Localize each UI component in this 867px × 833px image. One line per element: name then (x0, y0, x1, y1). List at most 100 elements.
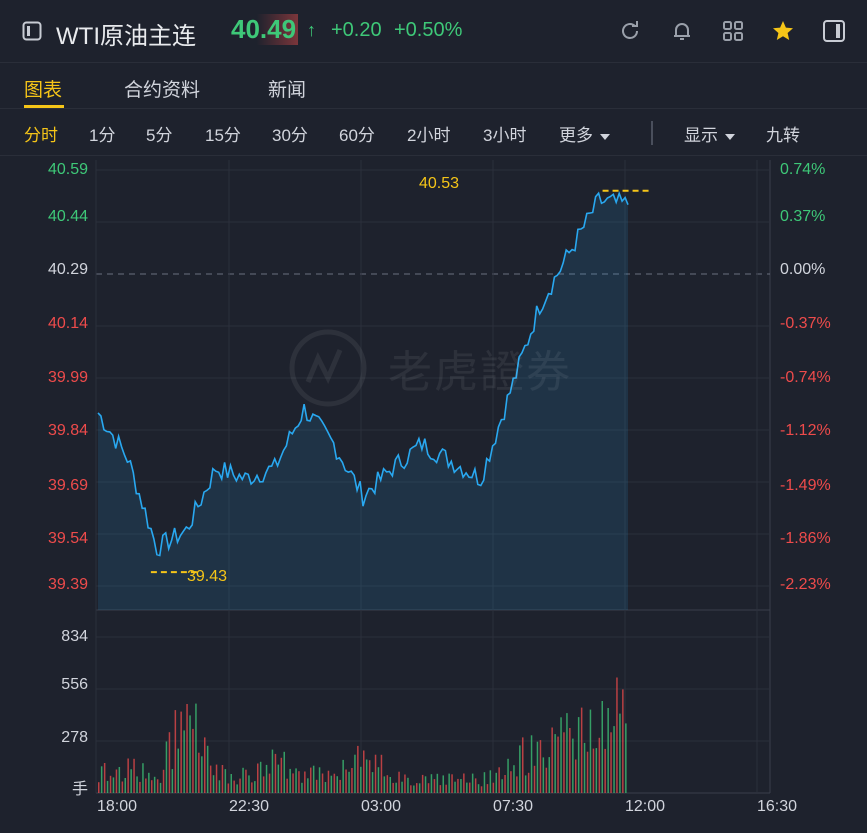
tab-chart[interactable]: 图表 (24, 80, 63, 101)
volume-bar (348, 771, 350, 793)
chevron-down-icon (600, 133, 610, 140)
volume-bar (374, 754, 377, 793)
timeframe-60m[interactable]: 60分 (339, 126, 375, 145)
bell-icon[interactable] (670, 19, 694, 43)
volume-bar (580, 707, 583, 793)
volume-bar (174, 710, 177, 793)
volume-bar (486, 784, 489, 793)
volume-bar (607, 708, 609, 793)
volume-bar (321, 773, 324, 793)
volume-bar (616, 677, 618, 793)
volume-bar (371, 772, 374, 793)
volume-bar (171, 769, 174, 793)
volume-bar (133, 758, 135, 793)
volume-bar (354, 754, 356, 793)
volume-bars (98, 677, 627, 793)
volume-bar (165, 741, 168, 793)
price-label: 40.29 (47, 261, 88, 278)
volume-bar (504, 775, 506, 793)
volume-bar (195, 703, 197, 793)
volume-bar (589, 709, 592, 793)
volume-bar (471, 773, 474, 793)
volume-bar (148, 772, 150, 793)
volume-bar (330, 775, 333, 793)
volume-bar (112, 777, 115, 793)
volume-bar (451, 774, 453, 793)
volume-bar (392, 782, 394, 793)
volume-bar (130, 769, 132, 793)
grid-icon[interactable] (721, 19, 745, 43)
volume-bar (183, 730, 185, 793)
volume-bar (427, 783, 430, 793)
volume-bar (365, 759, 368, 793)
tab-contract-info[interactable]: 合约资料 (124, 80, 201, 101)
volume-unit: 手 (71, 781, 88, 798)
volume-bar (416, 783, 418, 793)
volume-bar (159, 782, 162, 793)
volume-bar (292, 773, 294, 793)
volume-bar (215, 764, 218, 793)
volume-bar (445, 784, 447, 793)
volume-bar (109, 775, 112, 793)
volume-bar (507, 758, 509, 793)
volume-bar (622, 689, 624, 793)
volume-bar (286, 778, 288, 793)
volume-bar (560, 717, 562, 793)
nine-turn-button[interactable]: 九转 (766, 126, 800, 145)
volume-bar (139, 781, 141, 793)
panel-toggle-icon[interactable] (822, 19, 846, 43)
volume-bar (448, 773, 450, 793)
display-dropdown[interactable]: 显示 (684, 121, 735, 146)
volume-bar (156, 779, 159, 793)
volume-bar (289, 768, 291, 793)
quote-header: WTI原油主连 40.49 ↑ +0.20 +0.50% (0, 0, 867, 62)
percent-label: -1.12% (780, 422, 831, 439)
volume-bar (345, 769, 347, 793)
volume-bar (430, 774, 433, 793)
volume-bar (557, 736, 559, 793)
timeframe-5m[interactable]: 5分 (146, 126, 173, 145)
timeframe-intraday[interactable]: 分时 (24, 126, 58, 145)
volume-label: 278 (61, 729, 88, 746)
volume-bar (192, 728, 194, 793)
timeframe-3h[interactable]: 3小时 (483, 126, 527, 145)
volume-bar (436, 773, 439, 793)
volume-bar (315, 779, 318, 793)
timeframe-1m[interactable]: 1分 (89, 126, 116, 145)
volume-bar (575, 759, 577, 793)
volume-bar (489, 770, 492, 793)
star-icon[interactable] (771, 19, 795, 43)
volume-bar (151, 780, 153, 793)
volume-bar (274, 753, 277, 793)
timeframe-15m[interactable]: 15分 (205, 126, 241, 145)
volume-bar (477, 784, 480, 793)
time-label: 07:30 (493, 798, 534, 815)
low-price-callout: 39.43 (187, 568, 228, 585)
timeframe-2h[interactable]: 2小时 (407, 126, 451, 145)
timeframe-bar: 分时 1分 5分 15分 30分 60分 2小时 3小时 更多 显示 九转 (0, 108, 867, 156)
more-dropdown[interactable]: 更多 (559, 121, 610, 146)
volume-bar (510, 771, 512, 793)
volume-bar (583, 742, 586, 793)
volume-bar (239, 778, 241, 793)
volume-bar (501, 779, 503, 793)
volume-bar (351, 768, 353, 793)
volume-bar (209, 765, 212, 793)
tab-news[interactable]: 新闻 (268, 80, 307, 101)
volume-bar (522, 737, 524, 793)
volume-bar (127, 758, 129, 793)
volume-bar (333, 773, 336, 793)
sidebar-toggle-icon[interactable] (22, 21, 42, 41)
volume-bar (442, 775, 444, 793)
volume-bar (201, 756, 203, 793)
volume-bar (277, 764, 280, 793)
refresh-icon[interactable] (618, 19, 642, 43)
price-label: 39.99 (47, 369, 88, 386)
volume-bar (106, 780, 109, 793)
volume-bar (463, 773, 465, 793)
volume-bar (610, 732, 612, 793)
timeframe-30m[interactable]: 30分 (272, 126, 308, 145)
volume-bar (619, 713, 621, 793)
display-label: 显示 (684, 126, 718, 145)
